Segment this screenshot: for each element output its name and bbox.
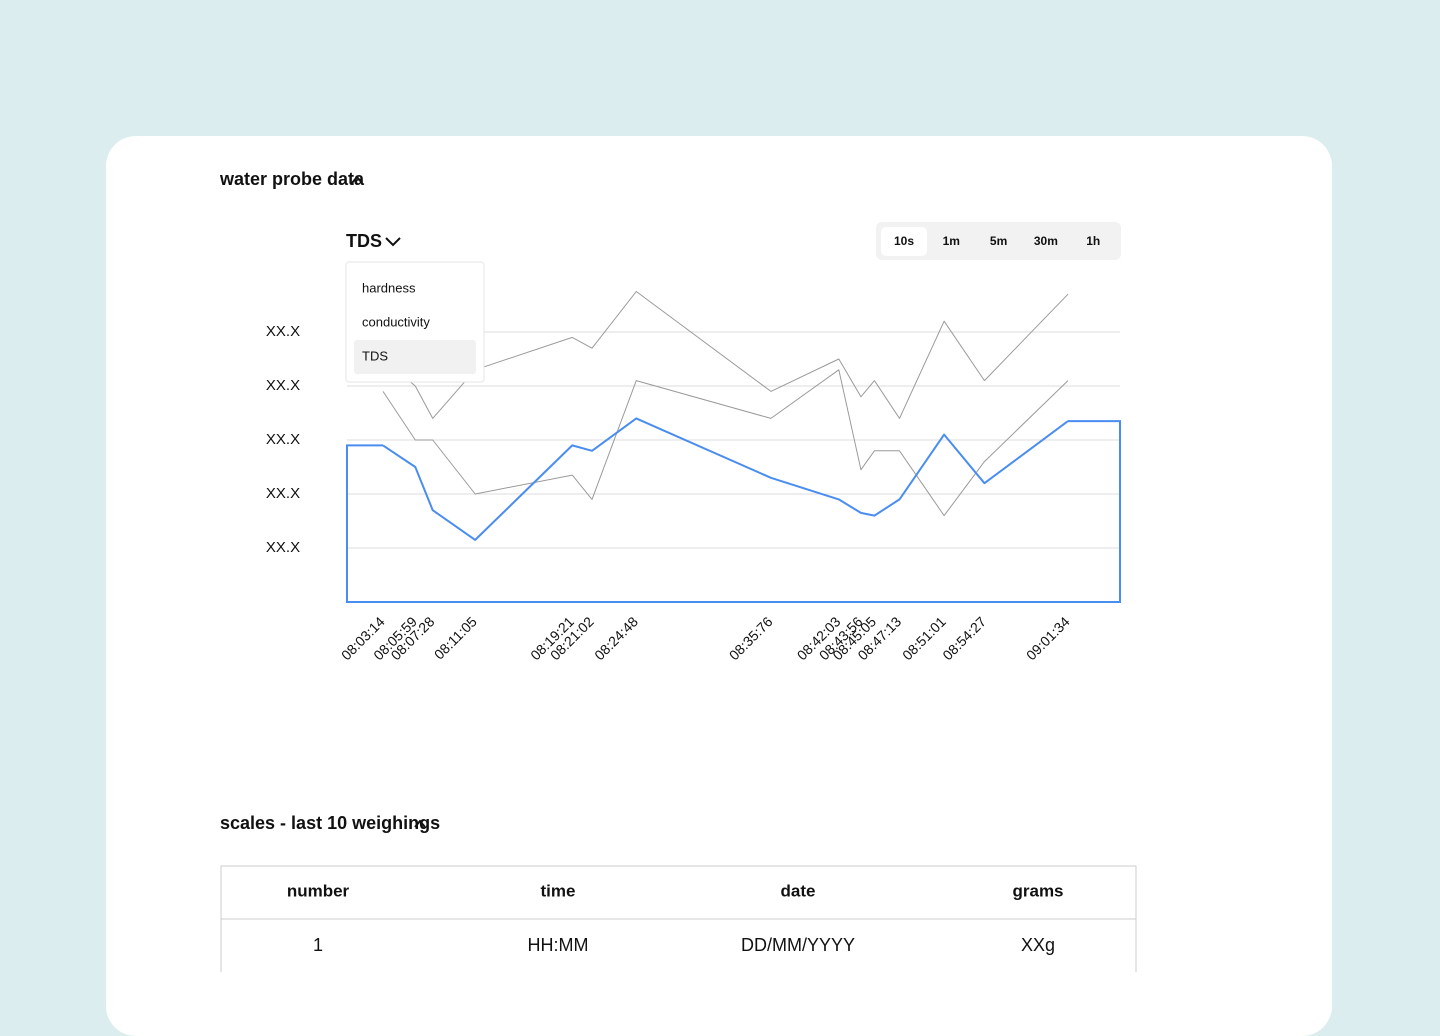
y-tick-label: XX.X xyxy=(266,323,300,340)
y-tick-label: XX.X xyxy=(266,377,300,394)
dropdown-option[interactable]: TDS xyxy=(362,348,388,363)
table-cell: DD/MM/YYYY xyxy=(741,935,855,955)
y-tick-label: XX.X xyxy=(266,431,300,448)
x-tick-label: 08:24:48 xyxy=(591,613,641,663)
column-header: number xyxy=(287,881,350,900)
area-frame xyxy=(346,420,1121,603)
column-header: date xyxy=(781,881,816,900)
screen: water probe data TDS XX.X XX.X XX.X XX.X XX.… xyxy=(219,169,1137,972)
chevron[interactable] xyxy=(414,819,426,828)
series-line xyxy=(382,291,1069,419)
range-button[interactable]: 1m xyxy=(943,234,960,248)
table-cell: XXg xyxy=(1021,935,1055,955)
table-cells: number time date grams 1 HH:MM DD/MM/YYYY XXg xyxy=(287,881,1064,954)
x-tick-label: 08:11:05 xyxy=(431,613,480,662)
range-active xyxy=(881,227,927,256)
y-tick-label: XX.X xyxy=(266,539,300,556)
range-button[interactable]: 30m xyxy=(1034,234,1058,248)
chevron[interactable] xyxy=(385,237,401,247)
x-tick-label: 09:01:34 xyxy=(1023,613,1073,663)
column-header: grams xyxy=(1012,881,1063,900)
range-button[interactable]: 5m xyxy=(990,234,1007,248)
range-button[interactable]: 1h xyxy=(1086,234,1100,248)
x-tick-label: 08:54:27 xyxy=(939,613,989,663)
section-title[interactable]: scales - last 10 weighings xyxy=(220,813,440,833)
options: hardness conductivity TDS xyxy=(362,280,430,363)
section-title[interactable]: water probe data xyxy=(219,169,365,189)
page: water probe data TDS XX.X XX.X XX.X XX.X XX.… xyxy=(106,136,1332,1036)
series-line xyxy=(382,369,1069,517)
y-tick-label: XX.X xyxy=(266,485,300,502)
dropdown-option[interactable]: hardness xyxy=(362,280,416,295)
ranges: 10s 1m 5m 30m 1h xyxy=(881,227,1100,256)
x-tick-label: 08:35:76 xyxy=(726,613,776,663)
range-group xyxy=(876,222,1121,260)
column-header: time xyxy=(541,881,576,900)
series-line xyxy=(382,417,1069,541)
x-tick-label: 08:51:01 xyxy=(899,613,949,663)
table-cell: 1 xyxy=(313,935,323,955)
dropdown-highlight xyxy=(354,340,476,374)
table-cell: HH:MM xyxy=(528,935,589,955)
metric-select[interactable]: TDS xyxy=(346,231,382,251)
dropdown-option[interactable]: conductivity xyxy=(362,314,430,329)
chevron[interactable] xyxy=(351,175,363,184)
range-button[interactable]: 10s xyxy=(894,234,914,248)
